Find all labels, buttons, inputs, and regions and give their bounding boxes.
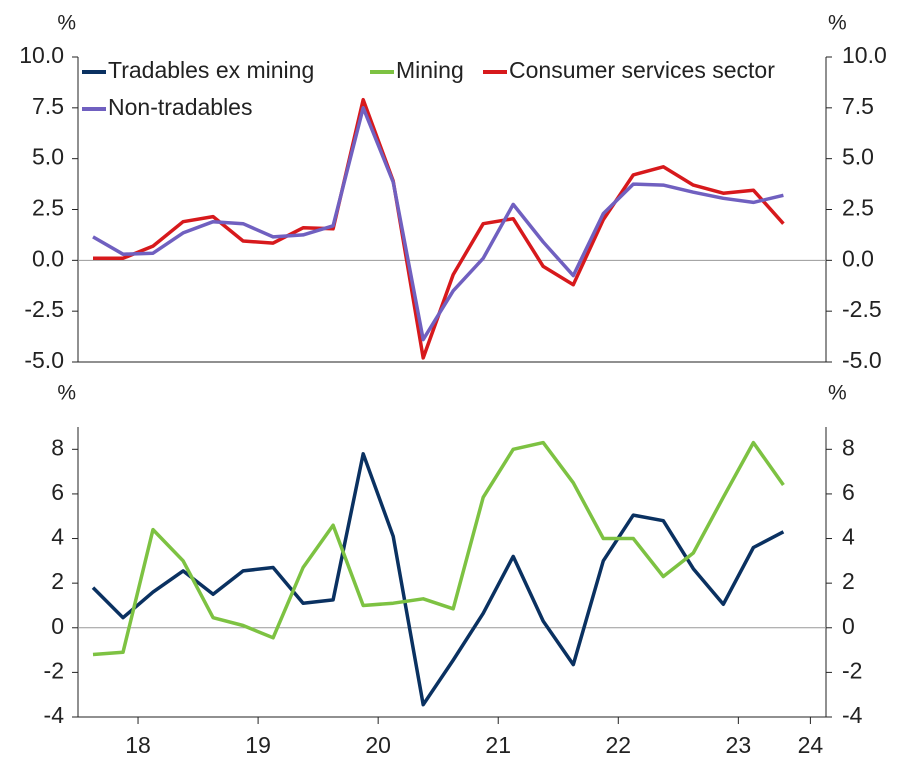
y-axis-unit: % [57, 382, 76, 405]
legend-label: Mining [396, 57, 464, 83]
y2-tick-label: 0.0 [842, 245, 874, 271]
x-tick-label: 21 [485, 732, 511, 758]
x-tick-label: 19 [245, 732, 271, 758]
y2-tick-label: 10.0 [842, 42, 887, 68]
x-tick-label: 23 [726, 732, 752, 758]
x-tick-label: 20 [365, 732, 391, 758]
y-tick-label: 5.0 [32, 144, 64, 170]
y2-tick-label: 8 [842, 434, 855, 460]
y2-tick-label: -2 [842, 657, 862, 683]
y2-axis-unit: % [828, 12, 847, 35]
y2-axis-unit: % [828, 382, 847, 405]
y2-tick-label: -4 [842, 702, 863, 728]
legend-label: Non-tradables [108, 94, 252, 120]
y-tick-label: 2.5 [32, 195, 64, 221]
y2-tick-label: 2.5 [842, 195, 874, 221]
y2-tick-label: 5.0 [842, 144, 874, 170]
y2-tick-label: 0 [842, 613, 855, 639]
y2-tick-label: 7.5 [842, 93, 874, 119]
legend-label: Tradables ex mining [108, 57, 314, 83]
y-tick-label: 2 [51, 568, 64, 594]
y-tick-label: 4 [51, 524, 64, 550]
y-tick-label: 8 [51, 434, 64, 460]
y-tick-label: 6 [51, 479, 64, 505]
legend-label: Consumer services sector [509, 57, 775, 83]
y-tick-label: 0.0 [32, 245, 64, 271]
y-tick-label: -2.5 [24, 296, 64, 322]
line-series [91, 452, 785, 707]
x-tick-label: 24 [798, 732, 824, 758]
y-tick-label: -2 [44, 657, 64, 683]
y2-tick-label: 4 [842, 524, 855, 550]
y2-tick-label: 6 [842, 479, 855, 505]
x-tick-label: 22 [605, 732, 631, 758]
line-series [92, 440, 785, 657]
y2-tick-label: -5.0 [842, 347, 882, 373]
y-tick-label: -4 [44, 702, 65, 728]
y-axis-unit: % [57, 12, 76, 35]
y-tick-label: -5.0 [24, 347, 64, 373]
y2-tick-label: -2.5 [842, 296, 882, 322]
y2-tick-label: 2 [842, 568, 855, 594]
y-tick-label: 10.0 [19, 42, 64, 68]
line-series [92, 106, 784, 342]
x-tick-label: 18 [125, 732, 151, 758]
y-tick-label: 7.5 [32, 93, 64, 119]
y-tick-label: 0 [51, 613, 64, 639]
